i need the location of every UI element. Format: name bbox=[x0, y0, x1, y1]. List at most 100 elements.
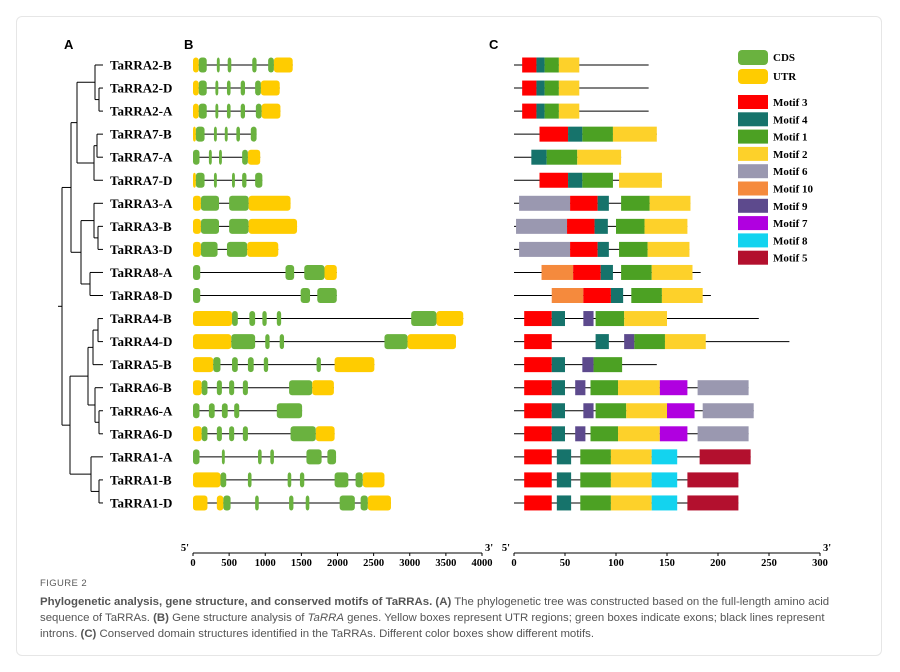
cds-box-tarra1-b bbox=[355, 472, 363, 488]
motif-3-box-tarra5-b bbox=[524, 357, 552, 373]
utr-box-tarra3-b bbox=[193, 218, 201, 234]
cds-box-tarra2-a bbox=[215, 103, 219, 119]
utr-box-tarra2-a bbox=[193, 103, 199, 119]
motif-2-box-tarra3-b bbox=[644, 218, 688, 234]
cds-box-tarra1-b bbox=[334, 472, 349, 488]
motif-7-box-tarra6-a bbox=[667, 403, 695, 419]
motif-1-box-tarra4-d bbox=[634, 334, 665, 350]
motif-3-box-tarra3-b bbox=[567, 218, 595, 234]
utr-box-tarra1-b bbox=[362, 472, 385, 488]
cds-box-tarra4-b bbox=[232, 311, 238, 327]
cds-box-tarra8-a bbox=[193, 264, 201, 280]
gene-structure-panel bbox=[193, 57, 464, 511]
gene-label-tarra3-a: TaRRA3-A bbox=[110, 196, 173, 211]
utr-box-tarra1-d bbox=[193, 495, 208, 511]
utr-box-tarra2-d bbox=[260, 80, 280, 96]
motif-2-box-tarra8-a bbox=[651, 264, 693, 280]
motif-1-box-tarra6-b bbox=[590, 380, 619, 396]
cds-box-tarra1-a bbox=[258, 449, 262, 465]
motif-3-box-tarra2-d bbox=[522, 80, 537, 96]
motif-2-box-tarra2-d bbox=[558, 80, 580, 96]
utr-box-tarra1-b bbox=[193, 472, 221, 488]
gene-label-tarra2-a: TaRRA2-A bbox=[110, 104, 173, 119]
motif-3-box-tarra7-d bbox=[539, 172, 569, 188]
legend-label-motif-2: Motif 2 bbox=[773, 149, 808, 161]
cds-box-tarra8-d bbox=[317, 288, 337, 303]
motif-8-box-tarra1-a bbox=[651, 449, 678, 465]
legend-swatch-motif-10 bbox=[738, 181, 768, 196]
motif-3-box-tarra6-a bbox=[524, 403, 552, 419]
motif-4-box-tarra7-d bbox=[568, 172, 583, 188]
gene-structure-five-prime-label: 5' bbox=[181, 543, 189, 554]
motif-1-box-tarra4-b bbox=[595, 311, 625, 327]
legend-label-motif-4: Motif 4 bbox=[773, 114, 808, 126]
motif-2-box-tarra1-a bbox=[610, 449, 652, 465]
cds-box-tarra6-d bbox=[229, 426, 235, 442]
motif-6-box-tarra6-b bbox=[697, 380, 749, 396]
motif-4-box-tarra2-b bbox=[536, 57, 545, 73]
motif-1-box-tarra1-a bbox=[580, 449, 611, 465]
gene-structure-tick-label-2500: 2500 bbox=[363, 558, 384, 569]
cds-box-tarra6-d bbox=[290, 426, 316, 442]
utr-box-tarra2-b bbox=[193, 57, 199, 73]
gene-label-tarra1-d: TaRRA1-D bbox=[110, 495, 172, 510]
cds-box-tarra7-a bbox=[208, 149, 212, 165]
cds-box-tarra6-b bbox=[229, 380, 235, 396]
caption-b-text-1: Gene structure analysis of bbox=[172, 612, 305, 624]
cds-box-tarra1-d bbox=[360, 495, 368, 511]
motif-6-box-tarra6-d bbox=[697, 426, 749, 442]
cds-box-tarra4-b bbox=[249, 311, 256, 327]
motif-1-box-tarra3-a bbox=[621, 195, 650, 211]
panel-a-label: A bbox=[64, 37, 74, 52]
cds-box-tarra1-b bbox=[247, 472, 252, 488]
legend-swatch-motif-8 bbox=[738, 233, 768, 248]
cds-box-tarra5-b bbox=[247, 357, 254, 373]
motif-1-box-tarra1-b bbox=[580, 472, 611, 488]
legend-swatch-motif-6 bbox=[738, 164, 768, 179]
motif-1-box-tarra7-d bbox=[582, 172, 613, 188]
motif-tick-label-250: 250 bbox=[761, 558, 777, 569]
gene-label-tarra1-b: TaRRA1-B bbox=[110, 472, 172, 487]
motif-3-box-tarra2-a bbox=[522, 103, 537, 119]
phylogenetic-tree bbox=[58, 64, 103, 504]
motif-tick-label-300: 300 bbox=[812, 558, 828, 569]
motif-axis: 0 50 100 150 200 250 300 5' 3' bbox=[502, 543, 831, 569]
motif-4-box-tarra4-b bbox=[551, 311, 565, 327]
gene-label-tarra5-b: TaRRA5-B bbox=[110, 357, 172, 372]
figure-number: FIGURE 2 bbox=[40, 578, 88, 589]
motif-2-box-tarra1-d bbox=[610, 495, 652, 511]
cds-box-tarra2-d bbox=[240, 80, 246, 96]
utr-box-tarra4-b bbox=[193, 311, 233, 327]
utr-box-tarra6-d bbox=[193, 426, 202, 442]
motif-3-box-tarra6-d bbox=[524, 426, 552, 442]
utr-box-tarra8-a bbox=[324, 264, 337, 280]
cds-box-tarra1-d bbox=[223, 495, 231, 511]
cds-box-tarra3-d bbox=[200, 241, 218, 257]
gene-structure-tick-label-1500: 1500 bbox=[291, 558, 312, 569]
legend-label-utr: UTR bbox=[773, 71, 797, 83]
motif-tick-label-150: 150 bbox=[659, 558, 675, 569]
motif-4-box-tarra1-d bbox=[556, 495, 572, 511]
motif-2-box-tarra6-a bbox=[626, 403, 667, 419]
motif-9-box-tarra6-d bbox=[575, 426, 586, 442]
legend-label-motif-7: Motif 7 bbox=[773, 218, 808, 230]
cds-box-tarra2-a bbox=[255, 103, 262, 119]
cds-box-tarra6-d bbox=[201, 426, 208, 442]
gene-structure-tick-label-1000: 1000 bbox=[255, 558, 276, 569]
cds-box-tarra1-d bbox=[255, 495, 259, 511]
utr-box-tarra1-d bbox=[367, 495, 391, 511]
motif-10-box-tarra8-d bbox=[551, 288, 584, 303]
motif-1-box-tarra8-a bbox=[621, 264, 652, 280]
cds-box-tarra5-b bbox=[316, 357, 321, 373]
motif-1-box-tarra7-b bbox=[582, 126, 613, 142]
cds-box-tarra8-d bbox=[300, 288, 311, 303]
gene-label-tarra3-b: TaRRA3-B bbox=[110, 219, 172, 234]
motif-7-box-tarra6-b bbox=[659, 380, 688, 396]
gene-label-tarra7-b: TaRRA7-B bbox=[110, 127, 172, 142]
motif-4-box-tarra3-a bbox=[597, 195, 609, 211]
cds-box-tarra6-a bbox=[276, 403, 303, 419]
legend-swatch-motif-9 bbox=[738, 198, 768, 213]
cds-box-tarra2-d bbox=[198, 80, 207, 96]
cds-box-tarra7-b bbox=[250, 126, 257, 142]
motif-1-box-tarra2-b bbox=[544, 57, 559, 73]
